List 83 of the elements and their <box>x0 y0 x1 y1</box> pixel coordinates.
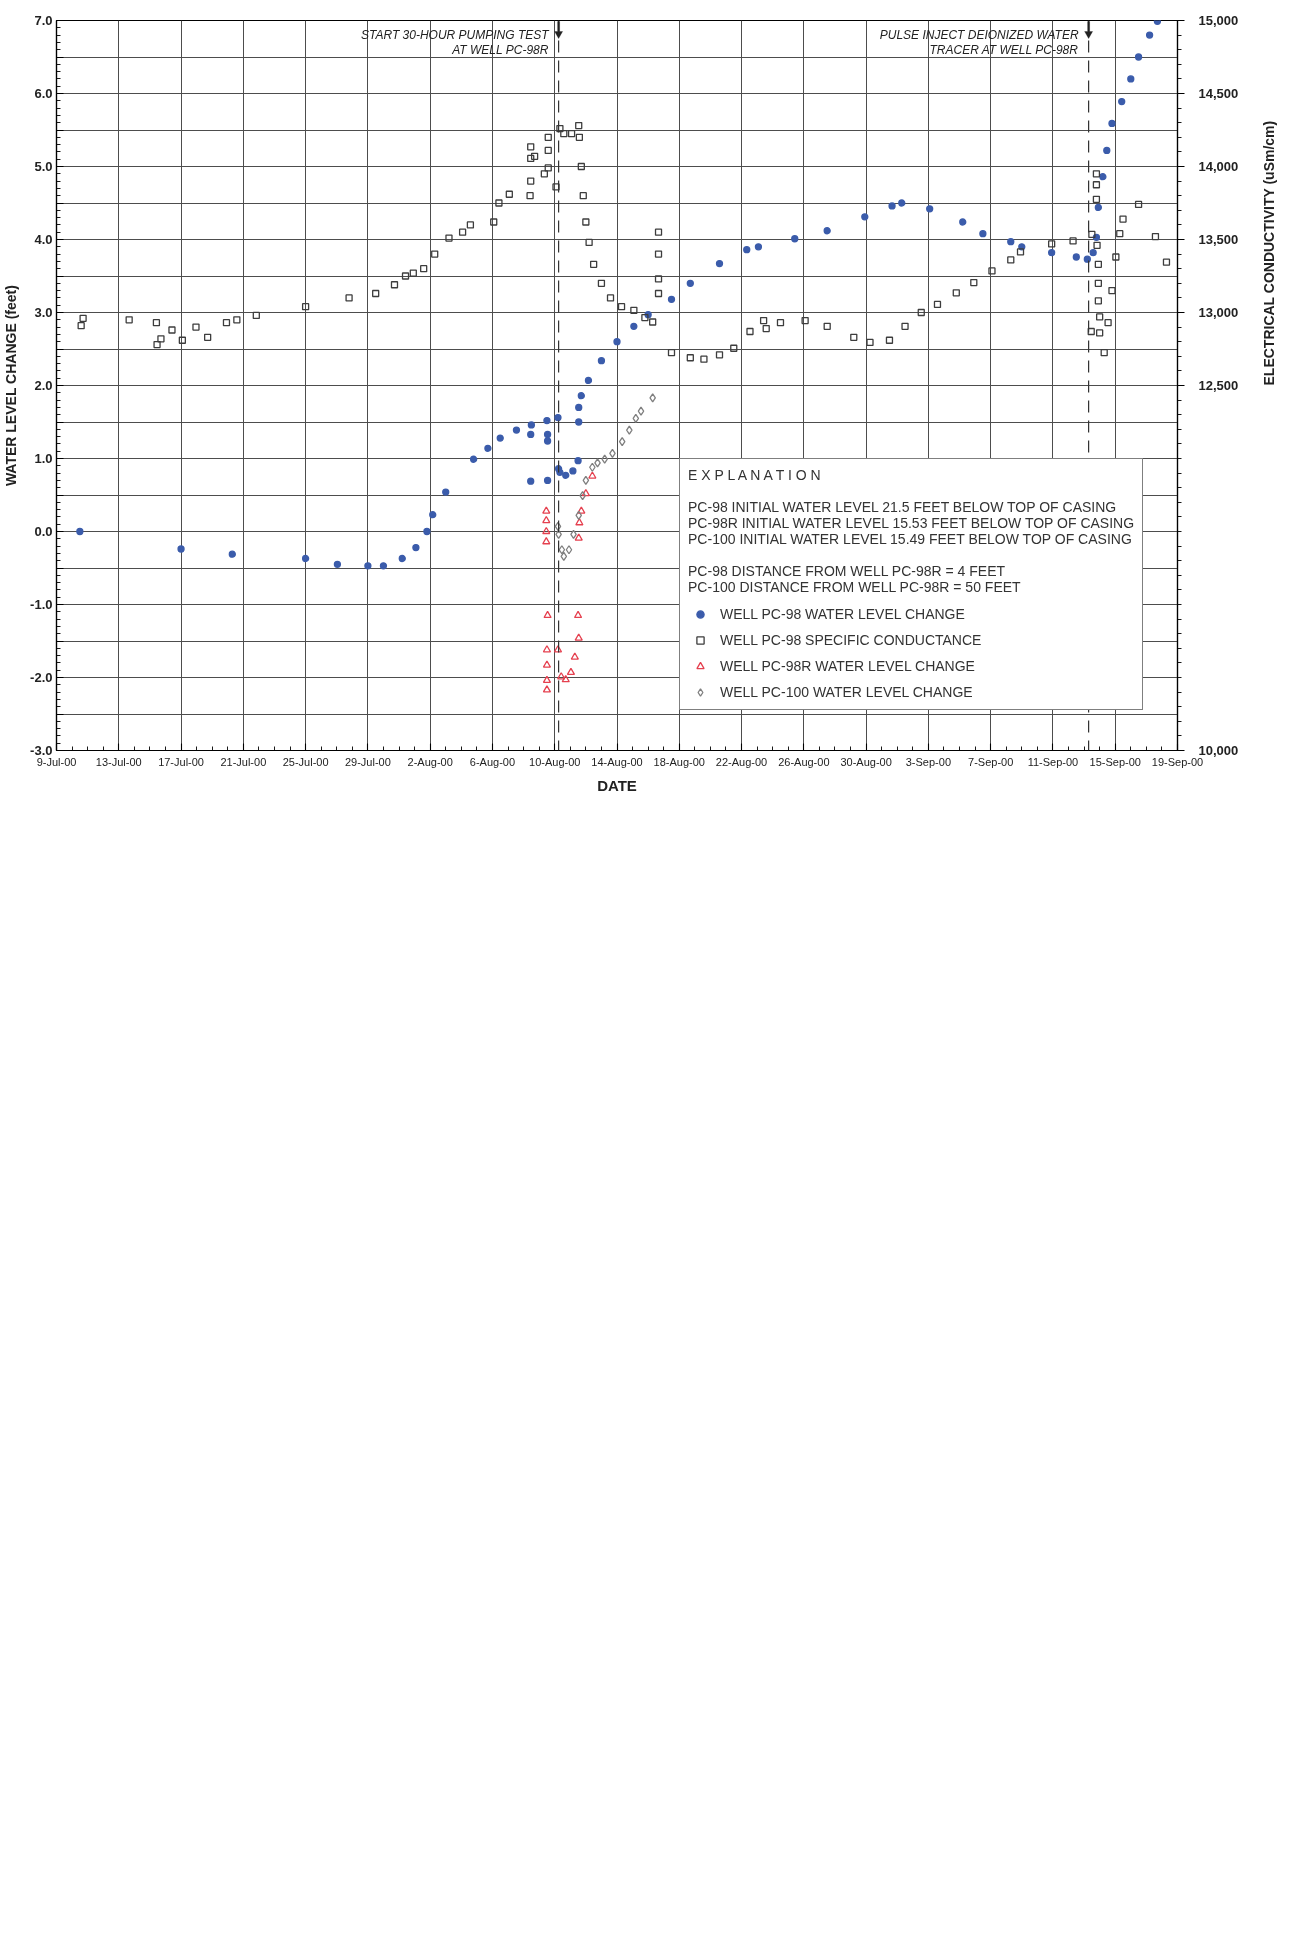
x-tick-label: 30-Aug-00 <box>840 755 892 768</box>
legend-label: WELL PC-100 WATER LEVEL CHANGE <box>720 683 973 701</box>
point <box>542 537 551 545</box>
y-tick-label: 5.0 <box>34 159 53 174</box>
point <box>542 506 551 514</box>
y2-tick-label: 14,000 <box>1198 159 1239 174</box>
point <box>542 685 552 693</box>
point <box>575 518 584 526</box>
y-tick-label: 3.0 <box>34 305 53 320</box>
x-tick-label: 6-Aug-00 <box>469 755 516 768</box>
point <box>553 645 563 653</box>
point <box>581 488 591 497</box>
y-tick-label: 2.0 <box>34 378 53 393</box>
annotation: PC-98 DISTANCE FROM WELL PC-98R = 4 FEET PC-100 DISTANCE FROM WELL PC-98R = 50 FEET <box>688 563 1021 595</box>
legend-label: WELL PC-98 SPECIFIC CONDUCTANCE <box>720 631 982 649</box>
point <box>554 521 562 532</box>
y-axis-title: WATER LEVEL CHANGE (feet) <box>3 285 20 487</box>
point <box>588 471 597 479</box>
point <box>542 675 552 684</box>
point <box>542 526 551 535</box>
point <box>573 610 583 619</box>
point <box>582 475 590 486</box>
point <box>594 458 601 468</box>
point <box>579 491 586 501</box>
y2-tick-label: 13,000 <box>1198 305 1239 320</box>
point <box>542 645 552 653</box>
x-tick-label: 11-Sep-00 <box>1027 755 1079 768</box>
x-tick-label: 26-Aug-00 <box>778 755 830 768</box>
y2-tick-label: 13,500 <box>1198 232 1239 247</box>
point <box>565 545 573 555</box>
point <box>566 667 576 676</box>
point <box>575 510 583 521</box>
y-tick-label: 7.0 <box>34 13 53 28</box>
y2-tick-label: 12,500 <box>1198 378 1239 393</box>
point <box>601 454 608 464</box>
y-tick-label: 0.0 <box>34 524 53 539</box>
y2-tick-label: 10,000 <box>1198 743 1239 758</box>
y-tick-label: 4.0 <box>34 232 53 247</box>
point <box>574 533 583 541</box>
point <box>570 652 579 660</box>
x-tick-label: 22-Aug-00 <box>715 755 768 768</box>
y-tick-label: -2.0 <box>30 670 53 685</box>
y-tick-label: 1.0 <box>34 451 53 466</box>
x-tick-label: 14-Aug-00 <box>591 755 643 768</box>
point <box>558 545 566 555</box>
point <box>637 406 645 416</box>
x-tick-label: 19-Sep-00 <box>1151 755 1204 768</box>
point <box>557 672 566 680</box>
x-tick-label: 13-Jul-00 <box>95 755 142 768</box>
point <box>542 660 552 668</box>
legend-label: WELL PC-98R WATER LEVEL CHANGE <box>720 657 975 675</box>
x-tick-label: 7-Sep-00 <box>968 755 1014 768</box>
y2-tick-label: 15,000 <box>1198 13 1239 28</box>
y-tick-label: 6.0 <box>34 86 53 101</box>
point <box>649 393 656 403</box>
legend-title: E X P L A N A T I O N <box>688 467 821 483</box>
x-tick-label: 18-Aug-00 <box>653 755 705 768</box>
x-tick-label: 3-Sep-00 <box>905 755 952 768</box>
y-tick-label: -1.0 <box>30 597 53 612</box>
y2-axis-title: ELECTRICAL CONDUCTIVITY (uSm/cm) <box>1261 120 1278 386</box>
x-tick-label: 2-Aug-00 <box>407 755 453 768</box>
point <box>632 413 640 423</box>
point <box>618 437 626 447</box>
point <box>542 515 551 524</box>
point <box>589 462 596 472</box>
y2-tick-label: 14,500 <box>1198 86 1239 101</box>
legend-label: WELL PC-98 WATER LEVEL CHANGE <box>720 605 965 623</box>
y-tick-label: -3.0 <box>30 743 53 758</box>
point <box>561 675 570 683</box>
point <box>577 506 586 514</box>
annotation: PC-98 INITIAL WATER LEVEL 21.5 FEET BELOW TOP OF CASING PC-98R INITIAL WATER LEVEL 15.53 FEET BELOW TOP OF CASING PC-100 INITIAL WATER LEVEL 15.49 FEET BELOW TOP OF CASING <box>688 499 1135 547</box>
x-tick-label: 21-Jul-00 <box>220 755 267 768</box>
point <box>574 633 583 641</box>
x-tick-label: 10-Aug-00 <box>529 755 581 768</box>
x-tick-label: 29-Jul-00 <box>344 755 391 768</box>
point <box>543 610 552 619</box>
x-tick-label: 15-Sep-00 <box>1089 755 1141 768</box>
point <box>560 551 568 561</box>
x-tick-label: 9-Jul-00 <box>36 755 77 768</box>
x-axis-title: DATE <box>597 776 637 794</box>
x-tick-label: 25-Jul-00 <box>282 755 329 768</box>
x-tick-label: 17-Jul-00 <box>158 755 204 768</box>
point <box>626 425 633 435</box>
